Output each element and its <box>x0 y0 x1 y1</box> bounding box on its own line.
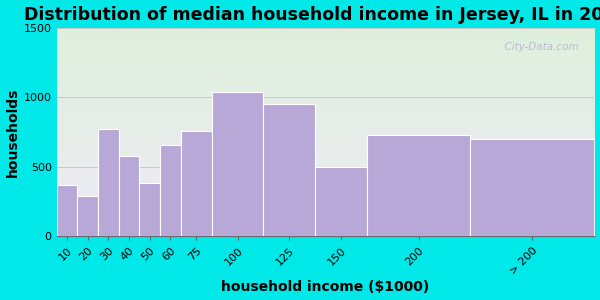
Bar <box>160 145 181 236</box>
Bar <box>367 135 470 236</box>
Bar <box>212 92 263 236</box>
Title: Distribution of median household income in Jersey, IL in 2022: Distribution of median household income … <box>24 6 600 24</box>
Bar <box>181 131 212 236</box>
Bar <box>119 156 139 236</box>
Y-axis label: households: households <box>5 87 20 177</box>
Bar <box>470 139 595 236</box>
Bar <box>56 185 77 236</box>
Bar <box>263 104 315 236</box>
Bar <box>98 129 119 236</box>
X-axis label: household income ($1000): household income ($1000) <box>221 280 430 294</box>
Text: City-Data.com: City-Data.com <box>497 43 578 52</box>
Bar <box>315 167 367 236</box>
Bar <box>139 183 160 236</box>
Bar <box>77 196 98 236</box>
